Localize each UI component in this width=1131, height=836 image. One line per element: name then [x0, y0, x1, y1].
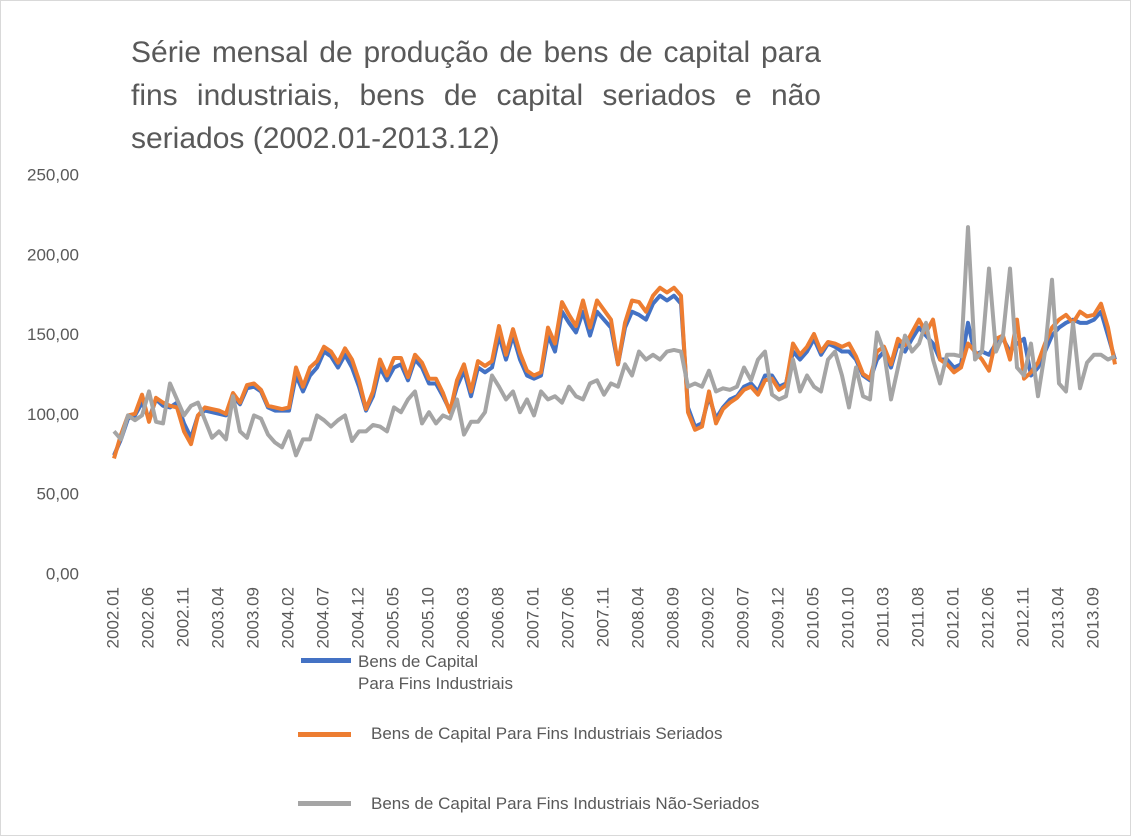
- x-tick-label: 2004.02: [278, 587, 297, 648]
- x-tick-label: 2007.11: [593, 587, 612, 647]
- x-tick-label: 2003.09: [243, 587, 262, 648]
- series-line: [112, 285, 1117, 460]
- y-tick-label: 50,00: [36, 485, 79, 504]
- x-tick-label: 2007.06: [558, 587, 577, 648]
- legend-swatch: [298, 732, 351, 737]
- x-tick-label: 2005.10: [418, 587, 437, 648]
- x-tick-label: 2008.09: [663, 587, 682, 648]
- y-tick-label: 250,00: [27, 165, 79, 184]
- y-tick-label: 150,00: [27, 325, 79, 344]
- x-tick-label: 2004.12: [348, 587, 367, 648]
- chart-title: Série mensal de produção de bens de capi…: [131, 36, 821, 155]
- x-tick-label: 2003.04: [208, 587, 227, 648]
- x-tick-label: 2012.01: [943, 587, 962, 648]
- x-tick-label: 2009.02: [698, 587, 717, 648]
- x-tick-label: 2002.11: [173, 587, 192, 647]
- x-tick-label: 2002.06: [138, 587, 157, 648]
- legend-label: Bens de Capital Para Fins Industriais Se…: [371, 724, 723, 743]
- legend-swatch: [298, 801, 351, 806]
- x-tick-label: 2007.01: [523, 587, 542, 648]
- x-tick-label: 2004.07: [313, 587, 332, 648]
- x-tick-label: 2009.12: [768, 587, 787, 648]
- x-tick-label: 2013.04: [1048, 587, 1067, 648]
- x-tick-label: 2010.05: [803, 587, 822, 648]
- x-tick-label: 2005.05: [383, 587, 402, 648]
- x-tick-label: 2006.08: [488, 587, 507, 648]
- x-tick-label: 2002.01: [103, 587, 122, 648]
- y-tick-label: 100,00: [27, 405, 79, 424]
- x-tick-label: 2012.11: [1013, 587, 1032, 647]
- legend-label: Bens de Capital Para Fins Industriais Nã…: [371, 794, 760, 813]
- y-tick-label: 0,00: [46, 564, 79, 583]
- x-tick-label: 2013.09: [1083, 587, 1102, 648]
- series-line: [112, 225, 1116, 458]
- legend-swatch: [301, 658, 351, 663]
- x-tick-label: 2009.07: [733, 587, 752, 648]
- x-tick-label: 2011.03: [873, 587, 892, 647]
- x-tick-label: 2011.08: [908, 587, 927, 647]
- x-tick-label: 2008.04: [628, 587, 647, 648]
- x-tick-label: 2012.06: [978, 587, 997, 648]
- x-tick-label: 2006.03: [453, 587, 472, 648]
- y-tick-label: 200,00: [27, 245, 79, 264]
- x-tick-label: 2010.10: [838, 587, 857, 648]
- legend-label: Bens de Capital Para Fins Industriais: [358, 652, 513, 693]
